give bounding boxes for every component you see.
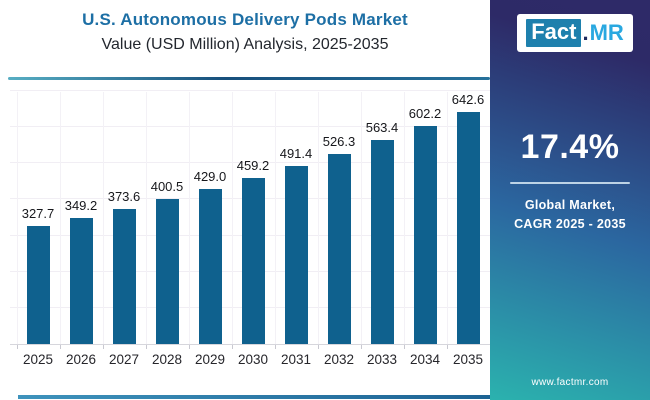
gridline-x (102, 92, 104, 344)
gridline-x (145, 92, 147, 344)
bar-value-label-2033: 563.4 (365, 120, 399, 136)
bar-value-label-2027: 373.6 (107, 188, 141, 204)
x-axis-tick (188, 345, 190, 349)
x-axis-tick (360, 345, 362, 349)
x-axis-label-2031: 2031 (280, 352, 312, 367)
x-axis-tick (403, 345, 405, 349)
bar-value-label-2031: 491.4 (279, 146, 313, 162)
cagr-label-line1: Global Market, (524, 198, 616, 212)
cagr-percentage: 17.4% (520, 128, 620, 166)
x-axis-label-2034: 2034 (409, 352, 441, 367)
bar-2030 (241, 178, 265, 344)
plot-area: 327.7 349.2 373.6 400.5 429.0 459.2 491.4 526.3… (10, 90, 491, 349)
x-axis-tick (317, 345, 319, 349)
gridline-x (403, 92, 405, 344)
gridline-x (188, 92, 190, 344)
website-url: www.factmr.com (531, 377, 609, 388)
chart-title: U.S. Autonomous Delivery Pods Market (82, 10, 408, 29)
x-axis-tick (446, 345, 448, 349)
x-axis-label-2027: 2027 (108, 352, 140, 367)
x-axis-label-2032: 2032 (323, 352, 355, 367)
x-axis-label-2033: 2033 (366, 352, 398, 367)
cagr-divider-line (510, 182, 630, 184)
gridline-x (446, 92, 448, 344)
logo-fact-text: Fact (526, 18, 582, 48)
chart-subtitle: Value (USD Million) Analysis, 2025-2035 (101, 36, 389, 53)
x-axis-tick (59, 345, 61, 349)
x-axis-tick (102, 345, 104, 349)
bar-value-label-2035: 642.6 (451, 91, 485, 107)
bottom-divider-line (18, 395, 490, 399)
bar-2027 (112, 208, 136, 344)
gridline-y-600 (10, 126, 490, 128)
bar-2025 (26, 225, 50, 344)
bar-2028 (155, 199, 179, 344)
bar-value-label-2032: 526.3 (322, 133, 356, 149)
x-axis-label-2029: 2029 (194, 352, 226, 367)
bar-value-label-2028: 400.5 (150, 179, 184, 195)
gridline-x (59, 92, 61, 344)
bar-value-label-2025: 327.7 (21, 205, 55, 221)
bar-2029 (198, 188, 222, 344)
x-axis-tick (231, 345, 233, 349)
cagr-label-line2: CAGR 2025 - 2035 (514, 216, 626, 231)
x-axis-tick (145, 345, 147, 349)
bar-2033 (370, 140, 394, 344)
bar-2032 (327, 153, 351, 344)
top-divider-line (8, 77, 490, 80)
factmr-logo: Fact. MR (517, 14, 633, 52)
chart-region: U.S. Autonomous Delivery Pods Market Val… (8, 10, 491, 399)
bar-2031 (284, 166, 308, 344)
cagr-label: Global Market, CAGR 2025 - 2035 (490, 196, 650, 234)
bar-value-label-2026: 349.2 (64, 197, 98, 213)
x-axis-label-2035: 2035 (452, 352, 484, 367)
gridline-x (274, 92, 276, 344)
logo-dot-text: . (582, 20, 589, 45)
bar-2035 (456, 111, 480, 344)
bar-value-label-2030: 459.2 (236, 158, 270, 174)
x-axis-label-2030: 2030 (237, 352, 269, 367)
logo-mr-text: MR (589, 20, 624, 45)
bar-2026 (69, 217, 93, 344)
gridline-y-700 (10, 90, 490, 91)
x-axis-tick (274, 345, 276, 349)
gridline-x (16, 92, 18, 344)
x-axis-label-2025: 2025 (22, 352, 54, 367)
gridline-x (317, 92, 319, 344)
x-axis-tick (16, 345, 18, 349)
bar-value-label-2029: 429.0 (193, 168, 227, 184)
bar-2034 (413, 126, 437, 344)
x-axis-label-2028: 2028 (151, 352, 183, 367)
sidebar: Fact. MR 17.4% Global Market, CAGR 2025 -… (490, 0, 650, 400)
gridline-x (360, 92, 362, 344)
x-axis-label-2026: 2026 (65, 352, 97, 367)
gridline-y-500 (10, 162, 490, 164)
gridline-x (231, 92, 233, 344)
bar-value-label-2034: 602.2 (408, 106, 442, 122)
